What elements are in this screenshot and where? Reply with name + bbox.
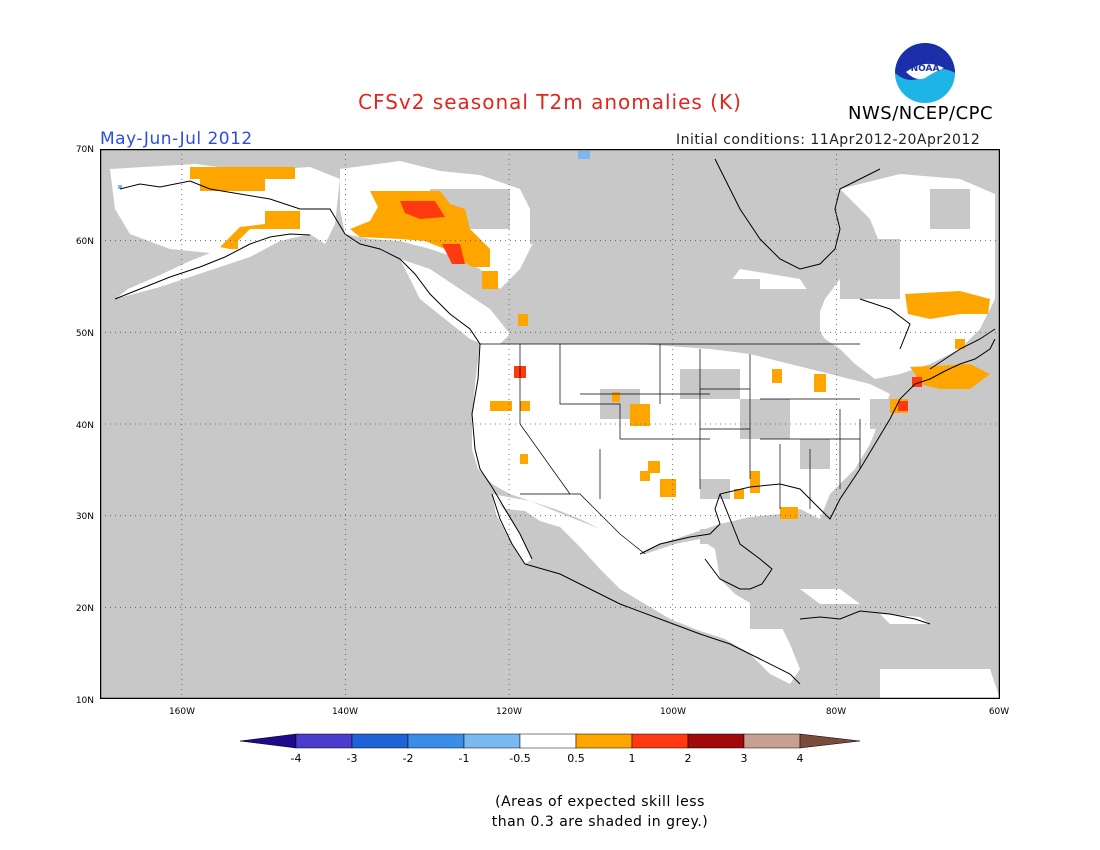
colorbar-bin xyxy=(743,733,801,749)
lat-label: 40N xyxy=(76,421,94,431)
lon-label: 160W xyxy=(169,707,195,717)
colorbar-tick: 3 xyxy=(741,752,748,765)
colorbar-bin xyxy=(351,733,409,749)
forecast-period: May-Jun-Jul 2012 xyxy=(100,129,253,149)
cool-anomaly xyxy=(578,151,590,159)
lat-label: 30N xyxy=(76,512,94,522)
skill-note-line2: than 0.3 are shaded in grey.) xyxy=(491,814,709,830)
anomaly-map xyxy=(100,149,1000,699)
colorbar: -4 -3 -2 -1 -0.5 0.5 1 2 3 4 xyxy=(239,733,861,765)
cool-anomaly-small xyxy=(118,185,122,189)
colorbar-bin xyxy=(295,733,353,749)
map-frame xyxy=(100,149,1000,699)
colorbar-tick: 4 xyxy=(797,752,804,765)
colorbar-arrow-low xyxy=(239,733,297,749)
logo-text: NOAA xyxy=(911,64,940,74)
colorbar-tick: -1 xyxy=(459,752,470,765)
colorbar-bin xyxy=(407,733,465,749)
colorbar-tick: 1 xyxy=(629,752,636,765)
colorbar-bin xyxy=(687,733,745,749)
lat-label: 20N xyxy=(76,604,94,614)
colorbar-tick: 0.5 xyxy=(567,752,585,765)
lon-label: 140W xyxy=(332,707,358,717)
colorbar-tick: -2 xyxy=(403,752,414,765)
initial-conditions: Initial conditions: 11Apr2012-20Apr2012 xyxy=(676,132,981,148)
lon-label: 80W xyxy=(826,707,846,717)
lon-label: 60W xyxy=(989,707,1009,717)
lat-label: 10N xyxy=(76,696,94,706)
lon-label: 120W xyxy=(496,707,522,717)
colorbar-arrow-high xyxy=(799,733,861,749)
map-grid xyxy=(100,149,1000,699)
colorbar-tick: -3 xyxy=(347,752,358,765)
lat-label: 60N xyxy=(76,237,94,247)
colorbar-bin xyxy=(519,733,577,749)
lon-label: 100W xyxy=(660,707,686,717)
lat-label: 50N xyxy=(76,329,94,339)
noaa-logo: NOAA xyxy=(895,43,955,103)
agency-label: NWS/NCEP/CPC xyxy=(848,103,994,124)
colorbar-tick: -4 xyxy=(291,752,302,765)
lat-label: 70N xyxy=(76,145,94,155)
colorbar-tick: 2 xyxy=(685,752,692,765)
colorbar-bin xyxy=(463,733,521,749)
coastlines xyxy=(114,158,996,685)
colorbar-bin xyxy=(631,733,689,749)
skill-note-line1: (Areas of expected skill less xyxy=(495,794,705,810)
colorbar-tick: -0.5 xyxy=(509,752,530,765)
map-title: CFSv2 seasonal T2m anomalies (K) xyxy=(358,90,742,114)
skill-note: (Areas of expected skill less than 0.3 a… xyxy=(470,792,730,832)
colorbar-bin xyxy=(575,733,633,749)
warm-anomalies xyxy=(190,167,990,519)
